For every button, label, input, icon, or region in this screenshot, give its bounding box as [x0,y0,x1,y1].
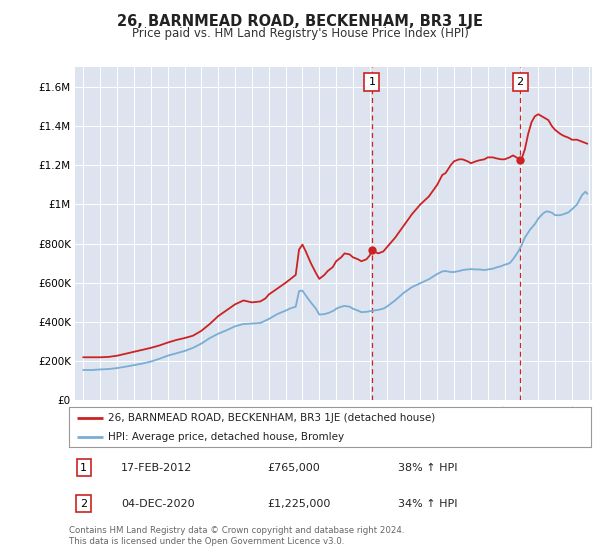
Text: 38% ↑ HPI: 38% ↑ HPI [398,463,457,473]
Text: Price paid vs. HM Land Registry's House Price Index (HPI): Price paid vs. HM Land Registry's House … [131,27,469,40]
Text: 26, BARNMEAD ROAD, BECKENHAM, BR3 1JE (detached house): 26, BARNMEAD ROAD, BECKENHAM, BR3 1JE (d… [108,413,436,423]
Text: 2: 2 [517,77,524,87]
Text: £765,000: £765,000 [268,463,320,473]
Text: 04-DEC-2020: 04-DEC-2020 [121,498,195,508]
Text: 1: 1 [368,77,376,87]
Text: HPI: Average price, detached house, Bromley: HPI: Average price, detached house, Brom… [108,432,344,442]
Text: 17-FEB-2012: 17-FEB-2012 [121,463,193,473]
Text: 34% ↑ HPI: 34% ↑ HPI [398,498,457,508]
Text: 26, BARNMEAD ROAD, BECKENHAM, BR3 1JE: 26, BARNMEAD ROAD, BECKENHAM, BR3 1JE [117,14,483,29]
Text: Contains HM Land Registry data © Crown copyright and database right 2024.
This d: Contains HM Land Registry data © Crown c… [69,526,404,546]
Text: 2: 2 [80,498,87,508]
Text: 1: 1 [80,463,87,473]
Text: £1,225,000: £1,225,000 [268,498,331,508]
